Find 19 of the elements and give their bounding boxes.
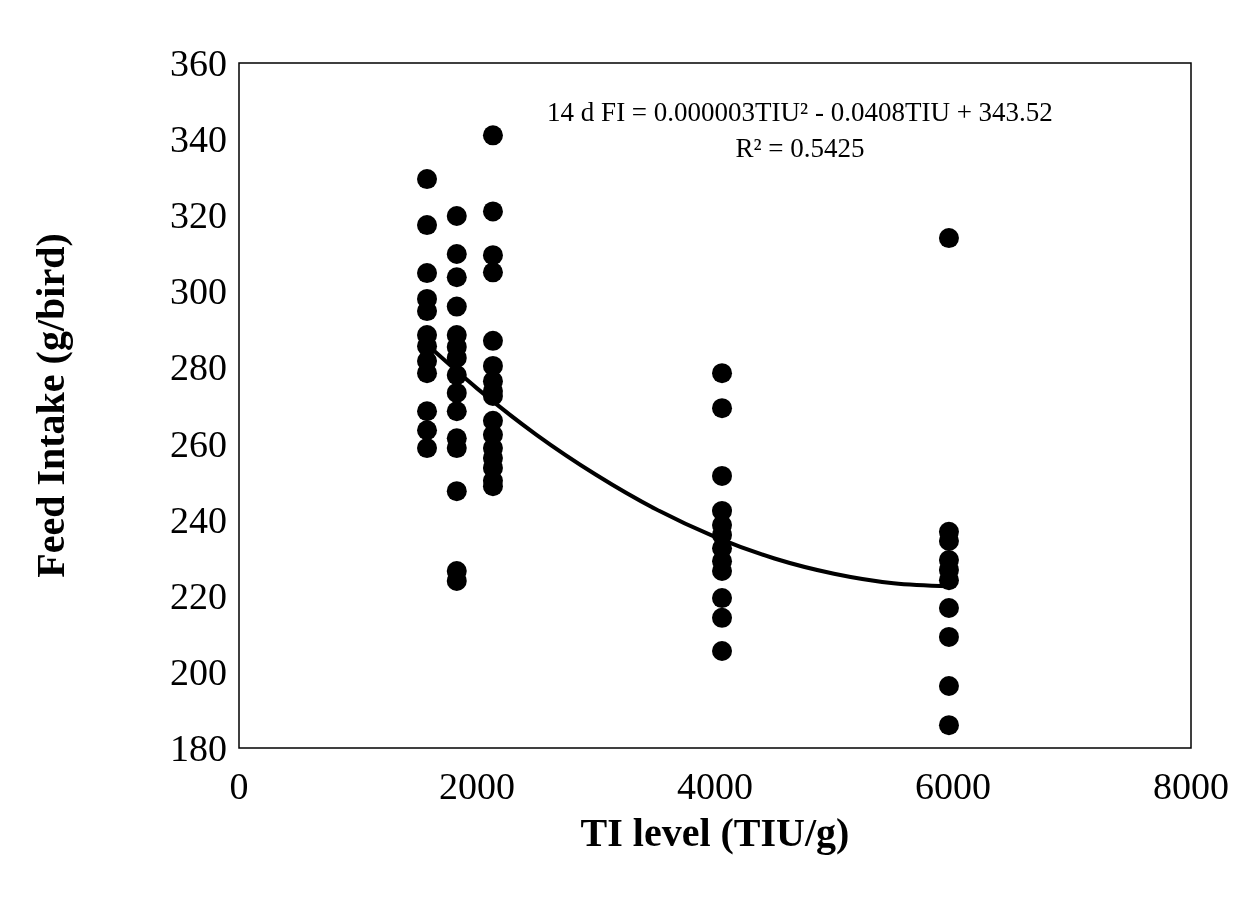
x-tick-label: 8000 <box>1153 765 1229 807</box>
y-tick-label: 320 <box>170 194 227 237</box>
annotation: 14 d FI = 0.000003TIU² - 0.0408TIU + 343.52 <box>547 97 1053 127</box>
y-tick-label: 220 <box>170 574 227 617</box>
x-tick-label: 4000 <box>677 765 753 807</box>
y-tick-label: 300 <box>170 270 227 313</box>
y-tick-label: 340 <box>170 118 227 161</box>
x-axis-title: TI level (TIU/g) <box>580 810 850 855</box>
y-tick-label: 200 <box>170 650 227 693</box>
y-tick-label: 240 <box>170 498 227 541</box>
y-tick-label: 260 <box>170 422 227 465</box>
x-tick-label: 0 <box>229 765 249 807</box>
y-tick-label: 280 <box>170 346 227 389</box>
y-tick-label: 180 <box>170 727 227 769</box>
x-tick-label: 2000 <box>439 765 515 807</box>
y-axis-title: Feed Intake (g/bird) <box>28 233 73 578</box>
y-tick-label: 360 <box>170 42 227 84</box>
x-tick-label: 6000 <box>915 765 991 807</box>
annotation: R² = 0.5425 <box>735 133 865 163</box>
